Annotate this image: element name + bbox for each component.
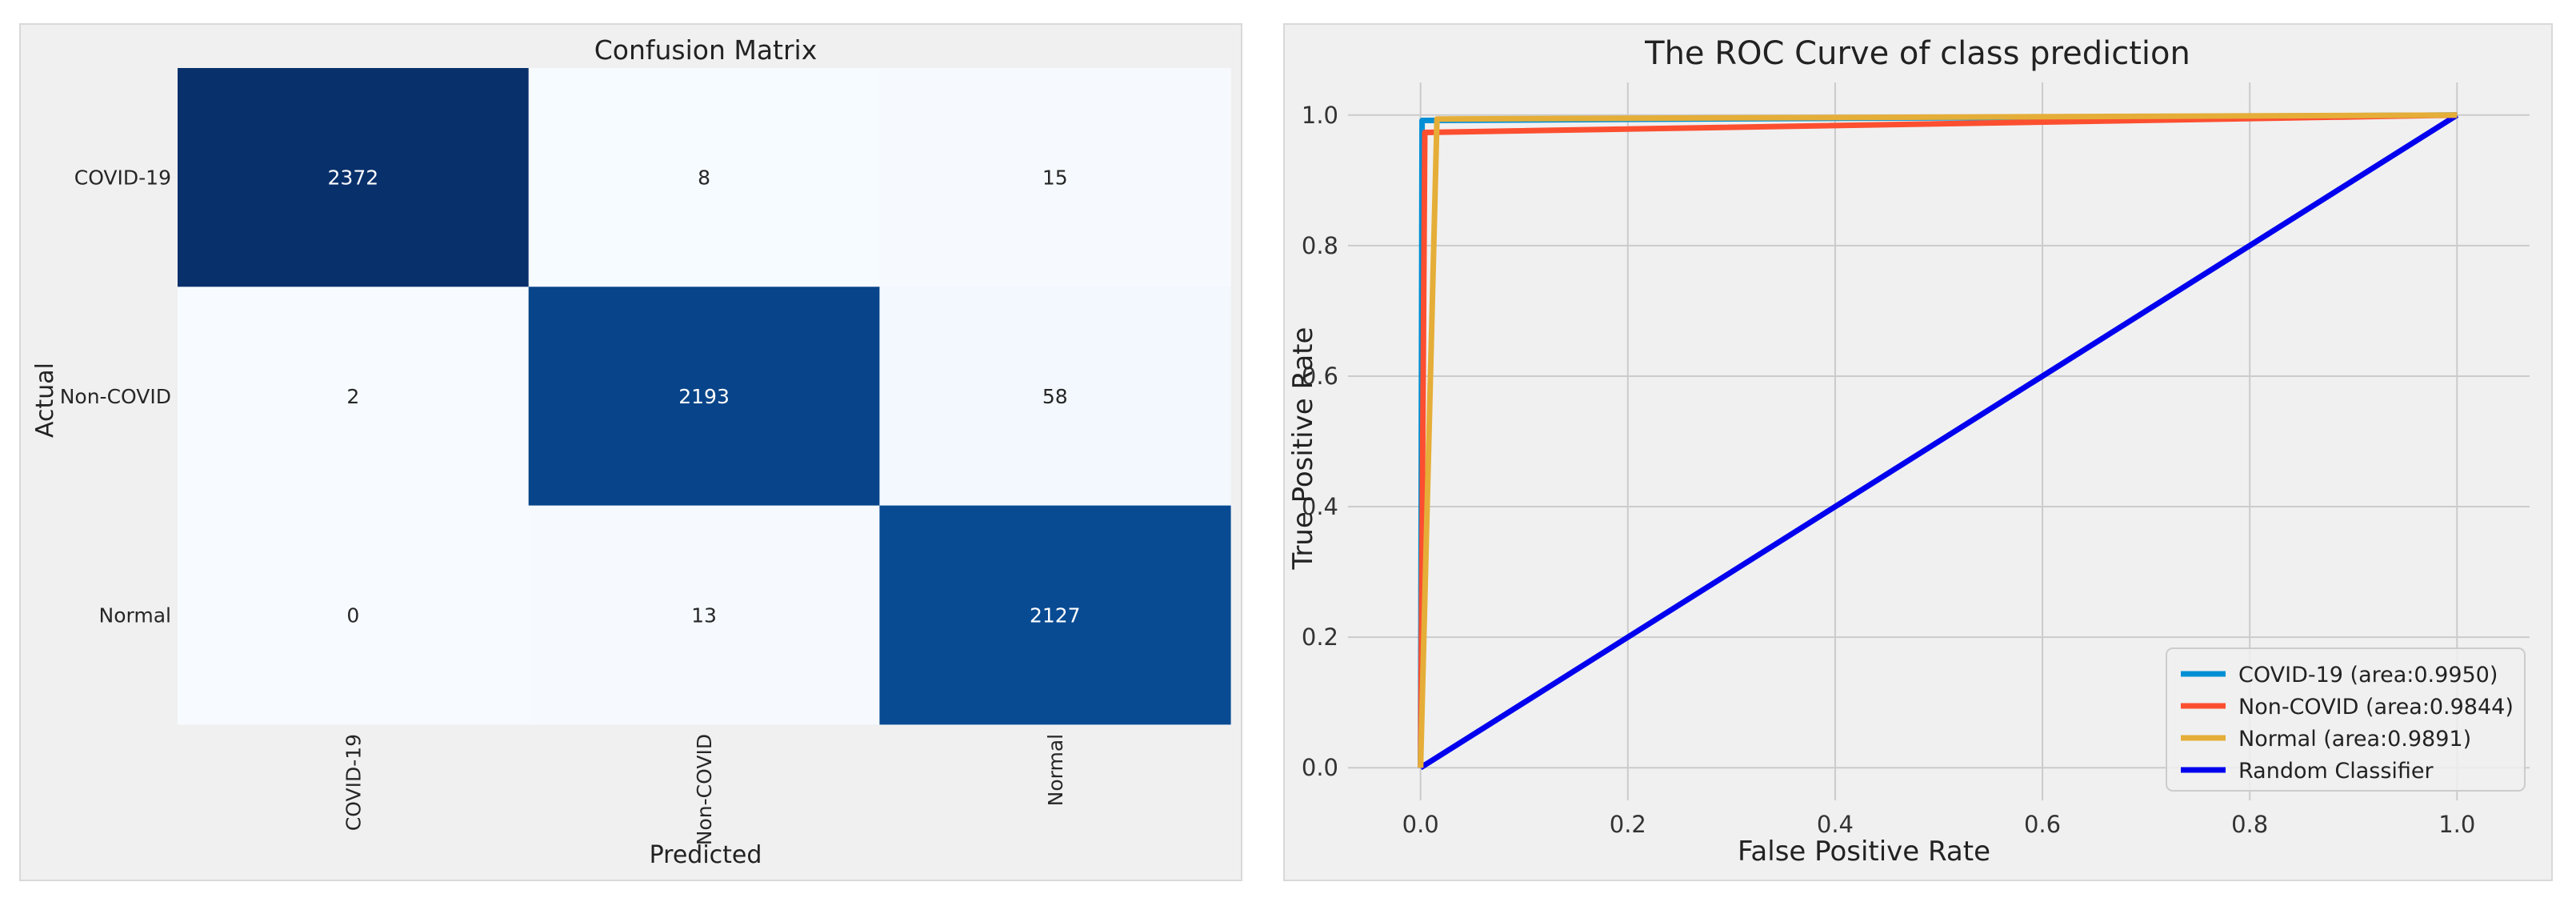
cell-value-label: 2127 bbox=[1030, 603, 1081, 627]
roc-ylabel: True Positive Rate bbox=[1287, 327, 1319, 571]
y-tick-label: 0.2 bbox=[1302, 623, 1338, 651]
heatmap-cell bbox=[178, 287, 530, 507]
roc-ticks: 0.0 0.2 0.4 0.6 0.8 1.0 0.0 0.2 0.4 0.6 0.8 1.0 bbox=[1302, 102, 2475, 838]
confusion-matrix-col-labels: COVID-19 Non-COVID Normal bbox=[342, 734, 1066, 845]
col-tick-label: Normal bbox=[1044, 734, 1067, 806]
roc-xlabel: False Positive Rate bbox=[1738, 836, 1990, 868]
y-tick-label: 0.0 bbox=[1302, 754, 1338, 781]
y-tick-label: 1.0 bbox=[1302, 102, 1338, 129]
heatmap-cell bbox=[178, 68, 530, 287]
row-tick-label: Non-COVID bbox=[60, 385, 171, 408]
roc-series-line bbox=[1418, 112, 2458, 768]
x-tick-label: 0.0 bbox=[1402, 811, 1439, 838]
roc-legend: COVID-19 (area:0.9950) Non-COVID (area:0.… bbox=[2166, 647, 2526, 792]
y-tick-label: 0.6 bbox=[1302, 363, 1338, 390]
x-tick-label: 0.2 bbox=[1610, 811, 1646, 838]
heatmap-cell bbox=[178, 505, 530, 725]
heatmap-cell bbox=[879, 505, 1231, 725]
x-tick-label: 1.0 bbox=[2438, 811, 2475, 838]
x-tick-label: 0.8 bbox=[2231, 811, 2268, 838]
cell-value-label: 58 bbox=[1042, 385, 1068, 408]
cell-value-label: 2193 bbox=[678, 385, 730, 408]
cell-value-label: 2 bbox=[346, 385, 359, 408]
roc-lines bbox=[1418, 112, 2459, 771]
col-tick-label: Non-COVID bbox=[693, 734, 716, 845]
heatmap-cell bbox=[528, 505, 880, 725]
cell-value-label: 0 bbox=[346, 603, 359, 627]
legend-box bbox=[2166, 647, 2526, 792]
confusion-matrix-ylabel: Actual bbox=[31, 363, 59, 438]
roc-series-line bbox=[1418, 112, 2459, 771]
heatmap-cell bbox=[879, 68, 1231, 287]
confusion-matrix-xlabel: Predicted bbox=[650, 841, 762, 869]
x-tick-label: 0.6 bbox=[2024, 811, 2061, 838]
cell-value-label: 8 bbox=[698, 166, 710, 190]
cell-value-label: 13 bbox=[691, 603, 717, 627]
legend-entry: COVID-19 (area:0.9950) bbox=[2238, 663, 2498, 688]
legend-entry: Non-COVID (area:0.9844) bbox=[2238, 695, 2514, 720]
legend-entry: Random Classifier bbox=[2238, 759, 2434, 784]
heatmap-cell bbox=[528, 68, 880, 287]
col-tick-label: COVID-19 bbox=[342, 734, 365, 831]
confusion-matrix-row-labels: COVID-19 Non-COVID Normal bbox=[60, 166, 171, 627]
heatmap-cell bbox=[528, 287, 880, 507]
y-tick-label: 0.8 bbox=[1302, 232, 1338, 259]
cell-value-label: 15 bbox=[1042, 166, 1068, 190]
confusion-matrix-title: Confusion Matrix bbox=[594, 34, 818, 66]
heatmap-cell bbox=[879, 287, 1231, 507]
x-tick-label: 0.4 bbox=[1817, 811, 1854, 838]
row-tick-label: COVID-19 bbox=[74, 166, 171, 190]
cell-value-label: 2372 bbox=[328, 166, 379, 190]
roc-panel: The ROC Curve of class prediction 0.0 0.2… bbox=[1283, 23, 2553, 881]
row-tick-label: Normal bbox=[99, 603, 171, 627]
roc-series-line bbox=[1418, 112, 2458, 768]
y-tick-label: 0.4 bbox=[1302, 493, 1338, 520]
confusion-matrix-cells: 2372 8 15 2 2193 58 0 13 2127 bbox=[178, 68, 1231, 725]
legend-entry: Normal (area:0.9891) bbox=[2238, 727, 2471, 752]
roc-title: The ROC Curve of class prediction bbox=[1644, 35, 2190, 72]
confusion-matrix-panel: Confusion Matrix 2372 8 15 2 2193 58 0 13 2127 C… bbox=[19, 23, 1242, 881]
